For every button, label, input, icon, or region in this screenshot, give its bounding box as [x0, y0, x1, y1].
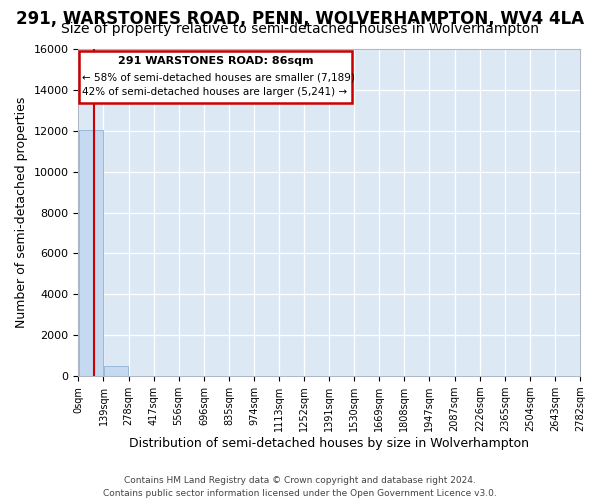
Text: Contains HM Land Registry data © Crown copyright and database right 2024.
Contai: Contains HM Land Registry data © Crown c…: [103, 476, 497, 498]
Text: 42% of semi-detached houses are larger (5,241) →: 42% of semi-detached houses are larger (…: [82, 86, 347, 97]
X-axis label: Distribution of semi-detached houses by size in Wolverhampton: Distribution of semi-detached houses by …: [129, 437, 529, 450]
Text: Size of property relative to semi-detached houses in Wolverhampton: Size of property relative to semi-detach…: [61, 22, 539, 36]
Bar: [79, 130, 103, 376]
Bar: [104, 366, 128, 376]
Text: 291, WARSTONES ROAD, PENN, WOLVERHAMPTON, WV4 4LA: 291, WARSTONES ROAD, PENN, WOLVERHAMPTON…: [16, 10, 584, 28]
Bar: [79, 51, 352, 103]
Text: 291 WARSTONES ROAD: 86sqm: 291 WARSTONES ROAD: 86sqm: [118, 56, 313, 66]
Text: ← 58% of semi-detached houses are smaller (7,189): ← 58% of semi-detached houses are smalle…: [82, 72, 355, 82]
Y-axis label: Number of semi-detached properties: Number of semi-detached properties: [15, 97, 28, 328]
